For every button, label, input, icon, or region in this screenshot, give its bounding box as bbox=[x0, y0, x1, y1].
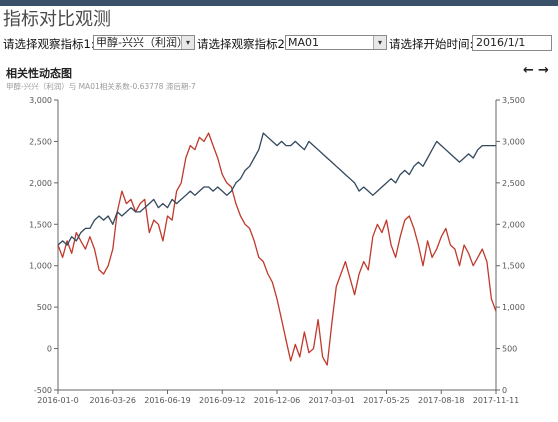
filter-bar: 请选择观察指标1: 甲醇-兴兴（利润） ▾ 请选择观察指标2: MA01 ▾ 请… bbox=[0, 34, 558, 54]
x-tick-label: 2016-01-0 bbox=[37, 396, 78, 405]
y-left-tick-label: 3,000 bbox=[29, 96, 52, 105]
page-title: 指标对比观测 bbox=[3, 9, 111, 30]
y-right-tick-label: 2,000 bbox=[502, 220, 525, 229]
x-tick-label: 2017-11-11 bbox=[473, 396, 520, 405]
chevron-down-icon[interactable]: ▾ bbox=[181, 36, 194, 49]
indicator1-label: 请选择观察指标1: bbox=[3, 37, 95, 51]
indicator2-select[interactable]: MA01 ▾ bbox=[285, 35, 387, 50]
x-tick-label: 2016-09-12 bbox=[199, 396, 246, 405]
x-tick-label: 2016-03-26 bbox=[90, 396, 137, 405]
y-left-tick-label: 1,500 bbox=[29, 220, 52, 229]
chevron-down-icon[interactable]: ▾ bbox=[373, 36, 386, 49]
start-time-label: 请选择开始时间: bbox=[389, 37, 474, 51]
y-right-tick-label: 2,500 bbox=[502, 179, 525, 188]
x-tick-label: 2016-12-06 bbox=[254, 396, 301, 405]
start-time-value: 2016/1/1 bbox=[476, 36, 526, 49]
y-left-tick-label: -500 bbox=[34, 386, 52, 395]
series-line-ma01 bbox=[57, 132, 496, 246]
y-right-tick-label: 0 bbox=[502, 386, 507, 395]
prev-arrow-icon[interactable]: ← bbox=[523, 63, 534, 78]
start-time-input[interactable]: 2016/1/1 bbox=[472, 35, 552, 51]
x-tick-label: 2016-06-19 bbox=[144, 396, 191, 405]
x-tick-label: 2017-03-01 bbox=[309, 396, 356, 405]
next-arrow-icon[interactable]: → bbox=[538, 63, 549, 78]
y-right-tick-label: 3,000 bbox=[502, 137, 525, 146]
series-line-profit bbox=[57, 132, 497, 366]
y-left-tick-label: 2,500 bbox=[29, 137, 52, 146]
y-left-tick-label: 2,000 bbox=[29, 179, 52, 188]
indicator2-label: 请选择观察指标2: bbox=[197, 37, 289, 51]
top-bar bbox=[0, 0, 558, 6]
chart-subtitle: 甲醇-兴兴（利润）与 MA01相关系数-0.63778 滞后期-7 bbox=[6, 82, 196, 91]
indicator1-select[interactable]: 甲醇-兴兴（利润） ▾ bbox=[93, 35, 195, 50]
x-tick-label: 2017-08-18 bbox=[418, 396, 465, 405]
y-right-tick-label: 1,000 bbox=[502, 303, 525, 312]
y-right-tick-label: 3,500 bbox=[502, 96, 525, 105]
x-tick-label: 2017-05-25 bbox=[363, 396, 410, 405]
y-left-tick-label: 0 bbox=[47, 345, 52, 354]
chart-title: 相关性动态图 bbox=[6, 67, 72, 80]
indicator1-value: 甲醇-兴兴（利润） bbox=[96, 36, 188, 49]
indicator2-value: MA01 bbox=[288, 36, 320, 49]
y-right-tick-label: 1,500 bbox=[502, 262, 525, 271]
y-left-tick-label: 1,000 bbox=[29, 262, 52, 271]
y-right-tick-label: 500 bbox=[502, 345, 517, 354]
y-left-tick-label: 500 bbox=[37, 303, 52, 312]
